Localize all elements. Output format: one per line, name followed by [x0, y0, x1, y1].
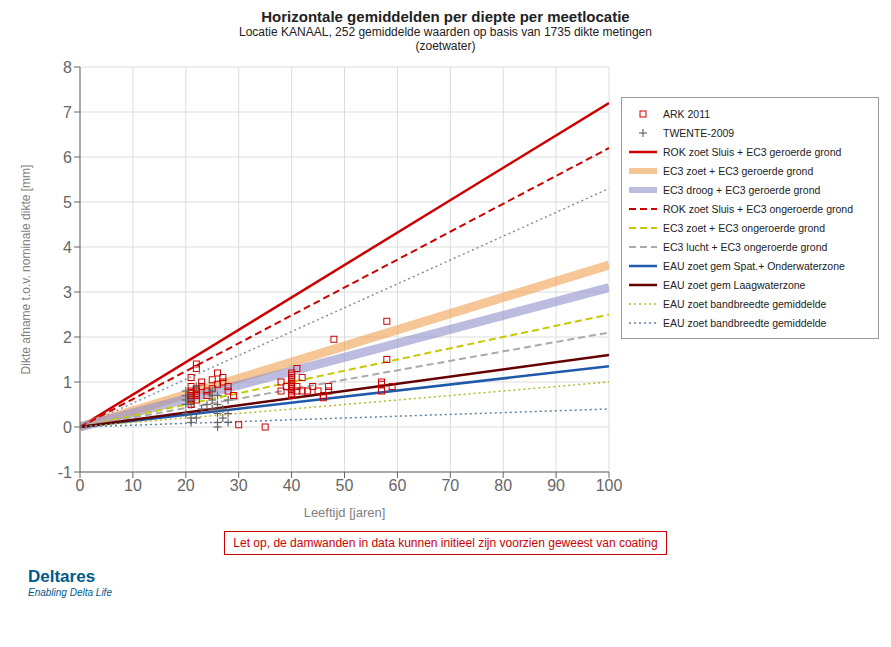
svg-text:8: 8 — [63, 59, 72, 76]
html-text:Let op, de damwanden in data k: Let op, de damwanden in data kunnen init… — [233, 536, 658, 550]
html-text:EC3 lucht + EC3 ongeroerde gro: EC3 lucht + EC3 ongeroerde grond — [663, 240, 828, 253]
html-text:Deltares: Deltares — [28, 567, 96, 586]
svg-text:Dikte afname t.o.v. nominale d: Dikte afname t.o.v. nominale dikte [mm] — [19, 165, 33, 375]
svg-text:4: 4 — [63, 239, 72, 256]
svg-text:80: 80 — [494, 477, 512, 494]
svg-text:100: 100 — [596, 477, 623, 494]
svg-text:2: 2 — [63, 329, 72, 346]
html-text:EC3 droog + EC3 geroerde grond: EC3 droog + EC3 geroerde grond — [663, 183, 821, 196]
html-text:ARK 2011: ARK 2011 — [663, 107, 711, 120]
html-text:EC3 zoet + EC3 geroerde grond: EC3 zoet + EC3 geroerde grond — [663, 164, 814, 177]
svg-text:50: 50 — [336, 477, 354, 494]
html-text:ROK zoet Sluis + EC3 ongeroerd: ROK zoet Sluis + EC3 ongeroerde grond — [663, 202, 853, 215]
svg-text:0: 0 — [76, 477, 85, 494]
svg-text:6: 6 — [63, 149, 72, 166]
html-text:ROK zoet Sluis + EC3 geroerde: ROK zoet Sluis + EC3 geroerde grond — [663, 145, 842, 158]
html-text:Horizontale gemiddelden per di: Horizontale gemiddelden per diepte per m… — [261, 8, 630, 25]
svg-text:10: 10 — [124, 477, 142, 494]
svg-text:90: 90 — [547, 477, 565, 494]
html-text:Locatie KANAAL, 252 gemiddelde: Locatie KANAAL, 252 gemiddelde waarden o… — [239, 25, 652, 39]
html-text:EAU zoet gem Laagwaterzone: EAU zoet gem Laagwaterzone — [663, 278, 806, 291]
svg-text:20: 20 — [177, 477, 195, 494]
svg-text:-1: -1 — [58, 464, 72, 481]
svg-text:5: 5 — [63, 194, 72, 211]
html-text:TWENTE-2009: TWENTE-2009 — [663, 126, 735, 139]
svg-text:7: 7 — [63, 104, 72, 121]
svg-text:70: 70 — [441, 477, 459, 494]
svg-text:0: 0 — [63, 419, 72, 436]
svg-text:1: 1 — [63, 374, 72, 391]
svg-text:3: 3 — [63, 284, 72, 301]
html-text:EAU zoet bandbreedte gemiddeld: EAU zoet bandbreedte gemiddelde — [663, 316, 827, 329]
svg-text:40: 40 — [283, 477, 301, 494]
html-text:EC3 zoet + EC3 ongeroerde gron: EC3 zoet + EC3 ongeroerde grond — [663, 221, 825, 234]
html-text:(zoetwater): (zoetwater) — [415, 39, 476, 53]
svg-text:30: 30 — [230, 477, 248, 494]
svg-text:Leeftijd [jaren]: Leeftijd [jaren] — [304, 505, 386, 520]
svg-text:60: 60 — [389, 477, 407, 494]
html-text:EAU zoet gem Spat.+ Onderwater: EAU zoet gem Spat.+ Onderwaterzone — [663, 259, 845, 272]
html-text:Enabling Delta Life: Enabling Delta Life — [28, 587, 112, 598]
html-text:EAU zoet bandbreedte gemiddeld: EAU zoet bandbreedte gemiddelde — [663, 297, 827, 310]
